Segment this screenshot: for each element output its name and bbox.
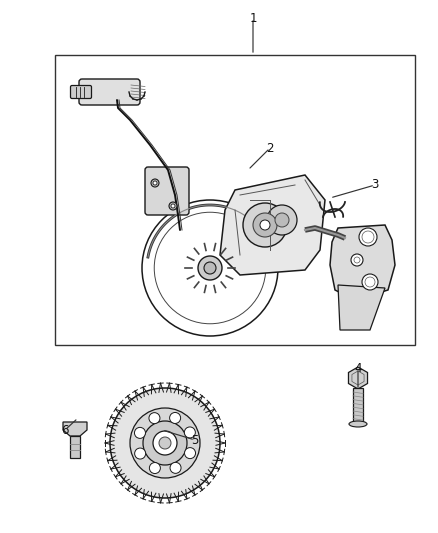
Circle shape	[243, 203, 287, 247]
Circle shape	[142, 200, 278, 336]
Polygon shape	[330, 225, 395, 300]
Circle shape	[362, 274, 378, 290]
FancyBboxPatch shape	[145, 167, 189, 215]
Text: 3: 3	[371, 179, 379, 191]
Circle shape	[134, 427, 145, 438]
Circle shape	[351, 254, 363, 266]
Circle shape	[159, 437, 171, 449]
FancyBboxPatch shape	[71, 85, 92, 99]
Polygon shape	[220, 175, 325, 275]
Bar	[55, 55, 415, 345]
Circle shape	[149, 463, 160, 473]
Circle shape	[110, 388, 220, 498]
Circle shape	[151, 179, 159, 187]
Circle shape	[169, 202, 177, 210]
Circle shape	[359, 228, 377, 246]
Circle shape	[260, 220, 270, 230]
Text: 4: 4	[354, 361, 362, 375]
Text: 1: 1	[249, 12, 257, 25]
Circle shape	[253, 213, 277, 237]
Circle shape	[184, 427, 195, 438]
Circle shape	[198, 256, 222, 280]
Polygon shape	[349, 367, 367, 389]
Circle shape	[267, 205, 297, 235]
Circle shape	[153, 431, 177, 455]
Bar	[70, 436, 80, 458]
Polygon shape	[63, 422, 87, 436]
Circle shape	[130, 408, 200, 478]
Ellipse shape	[349, 421, 367, 427]
FancyBboxPatch shape	[79, 79, 140, 105]
Circle shape	[275, 213, 289, 227]
Circle shape	[143, 421, 187, 465]
Circle shape	[171, 204, 175, 208]
Text: 6: 6	[61, 424, 69, 437]
Circle shape	[204, 262, 216, 274]
Text: 5: 5	[191, 433, 199, 447]
Circle shape	[184, 448, 195, 458]
Circle shape	[153, 181, 157, 185]
Circle shape	[170, 462, 181, 473]
Circle shape	[134, 448, 146, 459]
Circle shape	[170, 413, 180, 423]
Bar	[353, 388, 363, 423]
Text: 2: 2	[266, 141, 274, 155]
Circle shape	[149, 413, 160, 424]
Polygon shape	[338, 285, 385, 330]
